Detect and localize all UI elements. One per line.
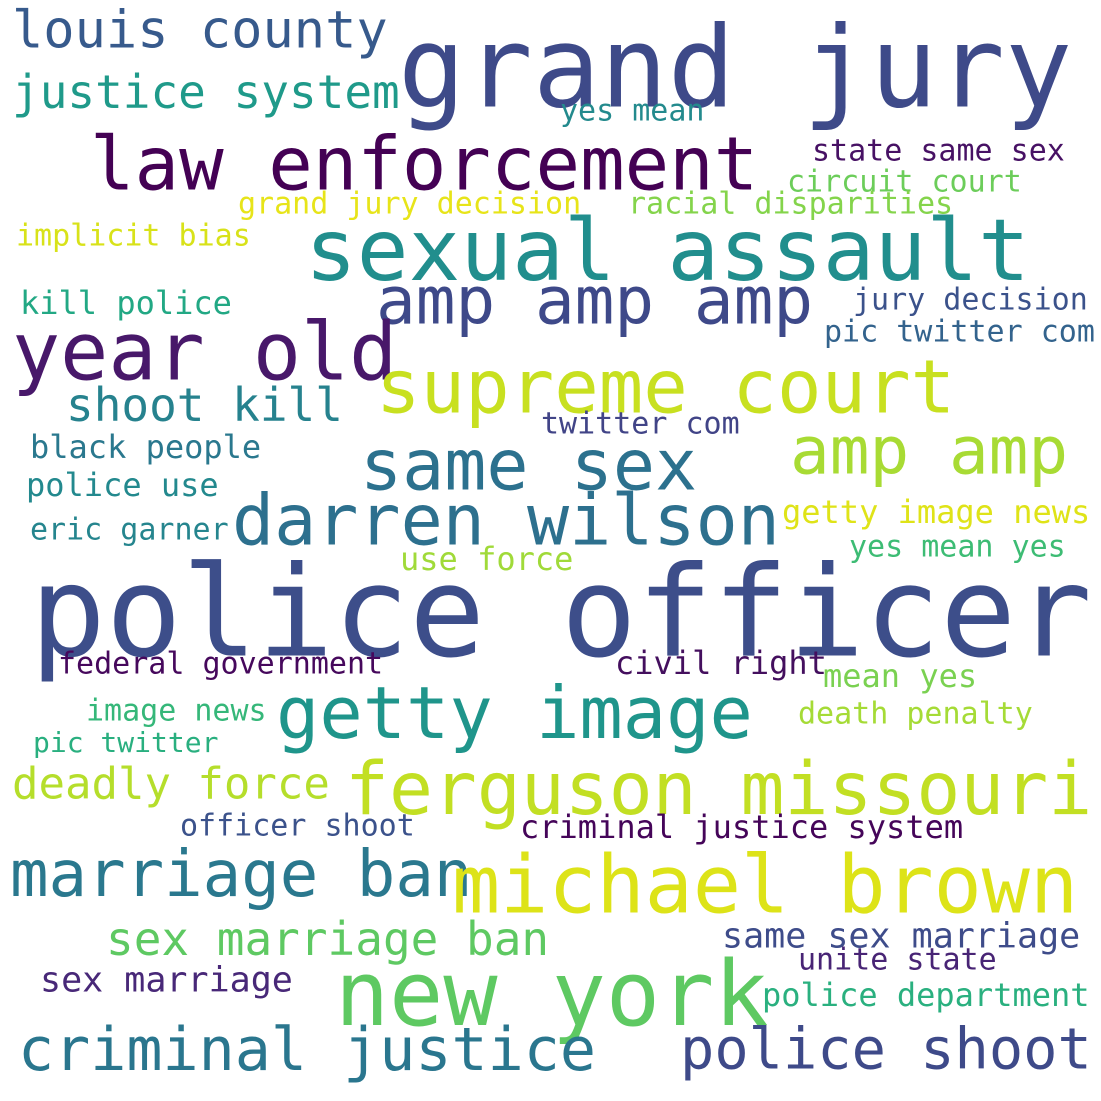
word-ferguson-missouri: ferguson missouri <box>345 747 1093 833</box>
word-sexual-assault: sexual assault <box>305 200 1030 301</box>
word-jury-decision: jury decision <box>853 282 1088 318</box>
word-sex-marriage: sex marriage <box>40 960 293 1001</box>
word-image-news: image news <box>86 693 267 729</box>
word-police-officer: police officer <box>30 538 1093 686</box>
word-state-same-sex: state same sex <box>812 133 1065 169</box>
word-law-enforcement: law enforcement <box>90 121 759 208</box>
word-criminal-justice: criminal justice <box>18 1015 596 1086</box>
word-grand-jury: grand jury <box>398 3 1073 134</box>
word-kill-police: kill police <box>20 284 232 323</box>
word-death-penalty: death penalty <box>798 696 1033 732</box>
word-justice-system: justice system <box>12 65 400 120</box>
word-eric-garner: eric garner <box>30 512 229 548</box>
word-racial-disparities: racial disparities <box>628 186 954 222</box>
word-black-people: black people <box>30 428 262 467</box>
word-criminal-justice-system: criminal justice system <box>520 808 964 847</box>
word-grand-jury-decision: grand jury decision <box>238 186 582 222</box>
word-amp-amp: amp amp <box>790 412 1069 490</box>
word-police-department: police department <box>762 976 1090 1015</box>
word-federal-government: federal government <box>58 646 384 682</box>
word-circuit-court: circuit court <box>787 164 1022 200</box>
word-deadly-force: deadly force <box>12 758 330 810</box>
word-getty-image: getty image <box>276 670 753 755</box>
word-darren-wilson: darren wilson <box>232 479 780 562</box>
word-louis-county: louis county <box>12 0 388 61</box>
word-year-old: year old <box>12 305 398 399</box>
word-police-use: police use <box>26 466 219 505</box>
word-officer-shoot: officer shoot <box>180 808 415 844</box>
word-marriage-ban: marriage ban <box>10 838 473 913</box>
word-pic-twitter: pic twitter <box>33 726 219 760</box>
word-use-force: use force <box>400 540 574 579</box>
word-new-york: new york <box>335 941 769 1047</box>
word-police-shoot: police shoot <box>680 1016 1092 1083</box>
word-yes-mean: yes mean <box>560 93 705 129</box>
word-getty-image-news: getty image news <box>782 493 1091 532</box>
word-sex-marriage-ban: sex marriage ban <box>106 912 550 967</box>
word-supreme-court: supreme court <box>376 344 956 431</box>
word-twitter-com: twitter com <box>541 406 740 442</box>
word-civil-right: civil right <box>615 644 827 683</box>
word-mean-yes: mean yes <box>823 657 978 696</box>
word-same-sex-marriage: same sex marriage <box>722 916 1081 957</box>
word-amp-amp-amp: amp amp amp <box>376 262 814 340</box>
word-yes-mean-yes: yes mean yes <box>849 529 1066 565</box>
word-pic-twitter-com: pic twitter com <box>824 314 1095 350</box>
word-unite-state: unite state <box>798 942 997 978</box>
word-shoot-kill: shoot kill <box>66 378 343 433</box>
word-implicit-bias: implicit bias <box>16 218 251 254</box>
word-michael-brown: michael brown <box>452 838 1079 932</box>
word-same-sex: same sex <box>360 424 698 507</box>
